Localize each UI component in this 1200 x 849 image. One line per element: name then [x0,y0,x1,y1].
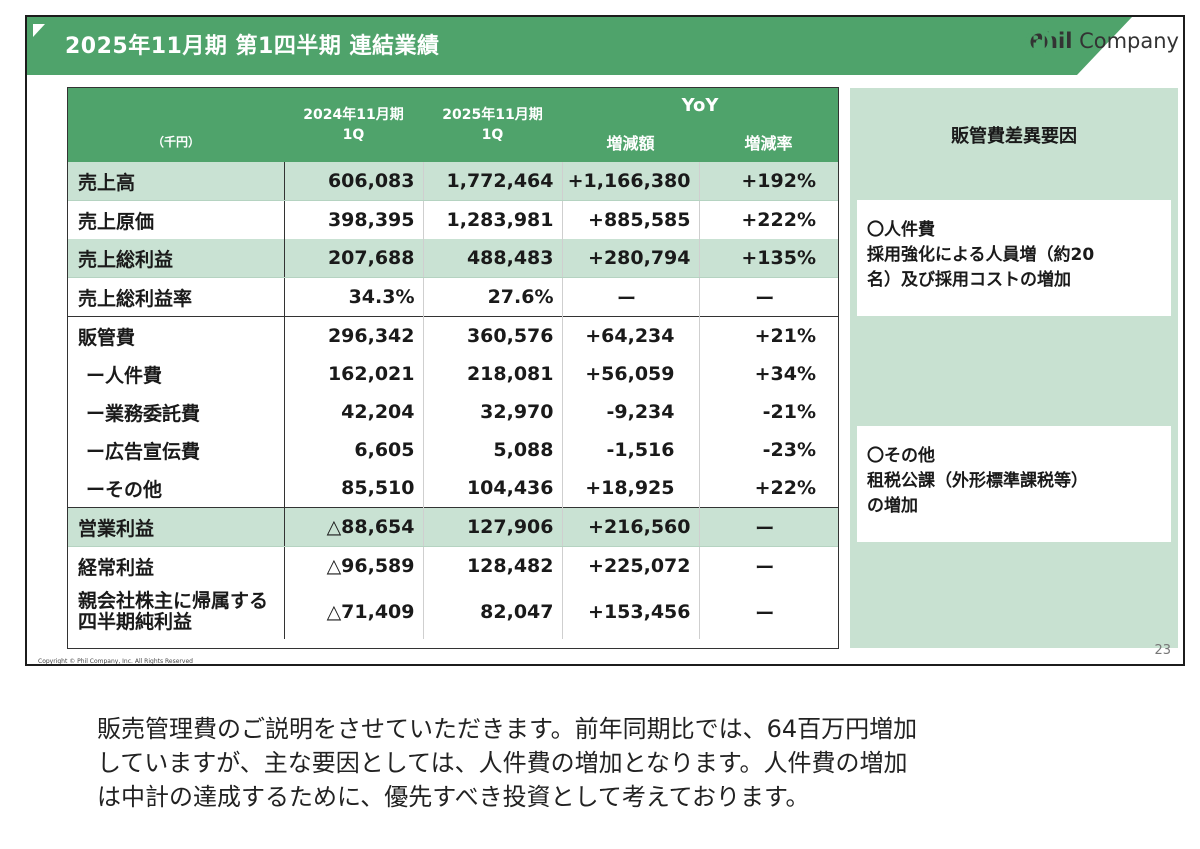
side-panel: 販管費差異要因 〇人件費 採用強化による人員増（約20 名）及び採用コストの増加… [850,88,1178,648]
cell-prev: 85,510 [284,469,424,508]
cell-diff: +56,059 [562,355,700,393]
table-row: 売上高 606,083 1,772,464 +1,166,380 +192% [68,162,838,201]
page-number: 23 [1154,643,1171,658]
cell-curr: 488,483 [423,239,563,278]
table-row: 親会社株主に帰属する 四半期純利益 △71,409 82,047 +153,456… [68,585,838,639]
table-row: ー人件費 162,021 218,081 +56,059 +34% [68,355,838,393]
table-row: 経常利益 △96,589 128,482 +225,072 ー [68,546,838,585]
cell-diff: -1,516 [562,431,700,469]
col-diff-header: 増減額 [562,122,699,162]
cell-curr: 127,906 [423,507,563,547]
cell-diff: -9,234 [562,393,700,431]
corner-mark-icon [33,24,45,37]
cell-prev: 606,083 [284,162,424,201]
cell-prev: △88,654 [284,507,424,547]
cell-rate: +34% [754,363,816,385]
note-line: 販売管理費のご説明をさせていただきます。前年同期比では、64百万円増加 [97,715,918,743]
row-label: 経常利益 [68,546,285,585]
cell-curr: 1,283,981 [423,200,563,239]
cell-prev: 42,204 [284,393,424,431]
cell-diff: +18,925 [562,469,700,508]
cell-rate: ー [755,602,775,625]
cell-diff: +1,166,380 [562,162,700,201]
table-row: 売上総利益率 34.3% 27.6% ー ー [68,277,838,317]
note-line: は中計の達成するために、優先すべき投資として考えております。 [97,783,810,811]
cell-curr: 32,970 [423,393,563,431]
cell-rate: +135% [699,239,838,278]
cell-rate: ー [755,556,775,579]
cell-diff: ー [562,277,700,317]
table-row: ーその他 85,510 104,436 +18,925 +22% [68,469,838,508]
cell-rate: ー [755,287,775,310]
cell-rate: -21% [762,401,816,423]
table-row: 売上原価 398,395 1,283,981 +885,585 +222% [68,200,838,239]
table-row: 営業利益 △88,654 127,906 +216,560 ー [68,507,838,547]
cell-prev: 34.3% [284,277,424,317]
copyright: Copyright © Phil Company, Inc. All Right… [38,658,193,665]
yoy-header: YoY [562,88,838,122]
cell-diff: +885,585 [562,200,700,239]
cell-rate: -23% [762,439,816,461]
col-curr-header: 2025年11月期 1Q [423,88,562,162]
row-label: 営業利益 [68,507,285,547]
cell-curr: 27.6% [423,277,563,317]
side-panel-title: 販管費差異要因 [951,126,1077,147]
table-row: ー業務委託費 42,204 32,970 -9,234 -21% [68,393,838,431]
cell-rate: ー [699,507,838,547]
cell-diff: +64,234 [562,316,700,355]
cell-prev: 296,342 [284,316,424,355]
header-banner [27,17,1132,75]
cell-curr: 360,576 [423,316,563,355]
page-title: 2025年11月期 第1四半期 連結業績 [65,34,440,59]
cell-rate: +21% [699,316,838,355]
header-bar: 2025年11月期 第1四半期 連結業績 Phil Company [27,17,1183,75]
row-label: 売上高 [68,162,285,201]
phil-logo-icon [1025,29,1053,62]
cell-curr: 82,047 [423,585,563,639]
cell-diff: +280,794 [562,239,700,278]
cell-curr: 218,081 [423,355,563,393]
col-prev-header: 2024年11月期 1Q [284,88,423,162]
col-rate-header: 増減率 [699,122,838,162]
slide: 2025年11月期 第1四半期 連結業績 Phil Company （千円） 2… [25,15,1185,666]
financial-table: （千円） 2024年11月期 1Q 2025年11月期 1Q YoY 増減額 増減率… [68,88,838,639]
cell-rate: +192% [699,162,838,201]
table-row: ー広告宣伝費 6,605 5,088 -1,516 -23% [68,431,838,469]
cell-prev: 398,395 [284,200,424,239]
cell-curr: 128,482 [423,546,563,585]
company-logo: Phil Company [1024,29,1179,62]
unit-header: （千円） [68,88,284,162]
note-line: していますが、主な要因としては、人件費の増加となります。人件費の増加 [97,749,908,777]
cell-curr: 5,088 [423,431,563,469]
cell-diff: +216,560 [562,507,700,547]
table-row: 販管費 296,342 360,576 +64,234 +21% [68,316,838,355]
row-label: ー業務委託費 [68,393,285,431]
row-label: 売上原価 [68,200,285,239]
cell-curr: 104,436 [423,469,563,508]
factor-box-personnel: 〇人件費 採用強化による人員増（約20 名）及び採用コストの増加 [857,200,1171,316]
cell-prev: 207,688 [284,239,424,278]
row-label: ーその他 [68,469,285,508]
cell-rate: +22% [754,477,816,499]
row-label: 売上総利益率 [68,277,285,317]
cell-prev: △71,409 [284,585,424,639]
cell-diff: +225,072 [562,546,700,585]
factor-box-other: 〇その他 租税公課（外形標準課税等） の増加 [857,426,1171,542]
cell-rate: +222% [741,209,816,231]
row-label: ー広告宣伝費 [68,431,285,469]
cell-diff: +153,456 [562,585,700,639]
cell-prev: 6,605 [284,431,424,469]
speaker-note: 販売管理費のご説明をさせていただきます。前年同期比では、64百万円増加 していま… [97,712,1127,814]
row-label: ー人件費 [68,355,285,393]
row-label: 売上総利益 [68,239,285,278]
table-row: 売上総利益 207,688 488,483 +280,794 +135% [68,239,838,278]
row-label: 親会社株主に帰属する 四半期純利益 [68,585,285,639]
cell-prev: 162,021 [284,355,424,393]
cell-prev: △96,589 [284,546,424,585]
row-label: 販管費 [68,316,285,355]
cell-curr: 1,772,464 [423,162,563,201]
